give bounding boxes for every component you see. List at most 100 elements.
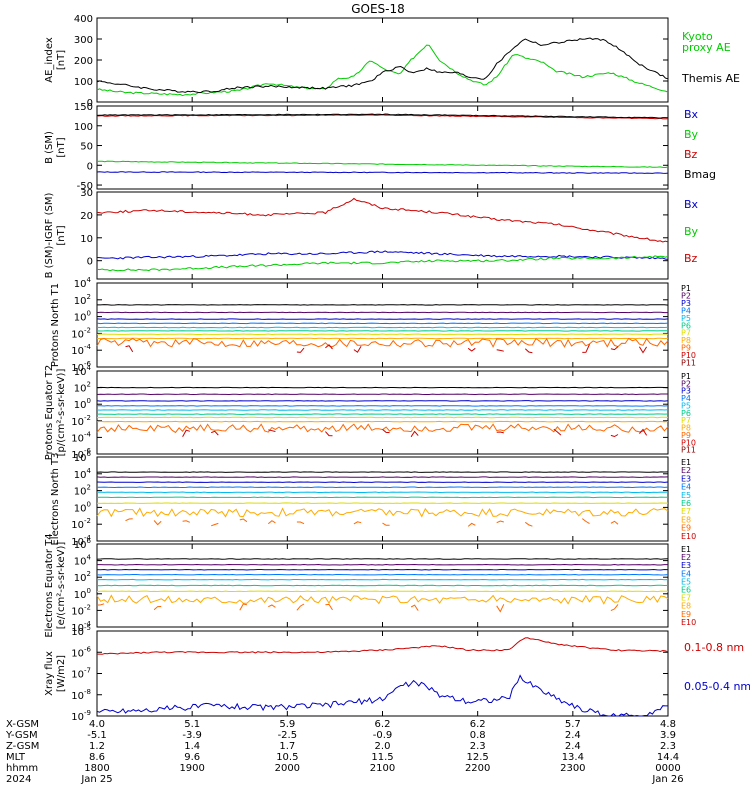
channel-e9-segment — [525, 521, 533, 527]
channel-e9-segment — [325, 603, 333, 611]
channel-p10-segment — [639, 428, 648, 436]
y-tick-label: 200 — [74, 56, 93, 67]
channel-p10-segment — [582, 344, 590, 353]
legend-e8: E8 — [681, 515, 691, 524]
ephem-cell: 2.4 — [565, 730, 581, 741]
legend-e4: E4 — [681, 483, 691, 492]
ephem-row-label: 2024 — [6, 774, 31, 785]
y-tick-label: 106 — [74, 450, 92, 464]
channel-e9-segment — [239, 518, 248, 523]
series-bz — [96, 197, 669, 243]
ephem-cell: Jan 26 — [651, 774, 683, 785]
y-tick-label: -50 — [77, 181, 93, 192]
y-tick-label: 10-4 — [71, 534, 91, 548]
ephem-cell: 1800 — [84, 763, 109, 774]
ephem-cell: 4.8 — [660, 719, 676, 730]
panel-p2: 104 102 100 10-2 10-4 10-6 Protons Equator T2[… — [44, 364, 696, 461]
y-tick-label: 10-4 — [71, 343, 91, 357]
legend-p8: P8 — [681, 424, 691, 433]
legend-by: By — [684, 225, 699, 238]
panel-frame — [96, 630, 669, 717]
ephem-cell: 14.4 — [657, 752, 679, 763]
y-axis-unit: [e/(cm²-s-sr-keV)] — [56, 542, 67, 630]
ephem-cell: 1.2 — [89, 741, 105, 752]
legend-p8: P8 — [681, 336, 691, 345]
y-tick-label: 300 — [74, 35, 93, 46]
panel-e1: 106 104 102 100 10-2 10-4 Electrons North T3 E1… — [50, 450, 696, 548]
legend-e4: E4 — [681, 569, 691, 578]
channel-p10-segment — [496, 349, 504, 352]
y-tick-label: 50 — [80, 142, 93, 153]
y-tick-label: 10-2 — [71, 603, 91, 617]
y-tick-label: 10-4 — [71, 430, 91, 444]
channel-p10-segment — [211, 430, 219, 436]
legend-p11: P11 — [681, 446, 696, 455]
channel-e8 — [96, 594, 669, 605]
ephem-cell: 10.5 — [276, 752, 298, 763]
y-tick-label: 0 — [87, 161, 93, 172]
channel-e2 — [97, 563, 668, 566]
y-tick-label: 104 — [74, 276, 92, 290]
legend-kyoto: Kyoto — [682, 30, 713, 43]
ephem-cell: 2.3 — [470, 741, 486, 752]
ephem-cell: 2100 — [370, 763, 395, 774]
channel-p10-segment — [125, 345, 134, 353]
channel-p10-segment — [610, 346, 619, 351]
legend-e9: E9 — [681, 610, 691, 619]
ephem-cell: 0000 — [655, 763, 680, 774]
y-axis-label: Xray flux — [44, 651, 55, 696]
y-tick-label: 100 — [74, 397, 91, 411]
legend-p4: P4 — [681, 306, 691, 315]
channel-e9-segment — [467, 522, 476, 527]
ephem-cell: 6.2 — [470, 719, 486, 730]
legend-p1: P1 — [681, 372, 691, 381]
legend-p11: P11 — [681, 359, 696, 368]
legend-kyoto-2: proxy AE — [682, 41, 731, 54]
ephem-cell: 1.4 — [184, 741, 200, 752]
panel-frame — [96, 370, 669, 455]
y-tick-label: 20 — [80, 211, 93, 222]
ephem-cell: 4.0 — [89, 719, 105, 730]
series-bmag — [96, 113, 669, 119]
legend-p1: P1 — [681, 284, 691, 293]
ephem-cell: 8.6 — [89, 752, 105, 763]
channel-p4 — [96, 322, 669, 325]
y-tick-label: 10 — [80, 234, 93, 245]
ephem-cell: 2300 — [560, 763, 585, 774]
channel-p9 — [96, 337, 669, 348]
channel-p10-segment — [524, 348, 533, 354]
ephem-row-label: MLT — [6, 752, 26, 763]
y-tick-label: 10-2 — [71, 326, 91, 340]
y-tick-label: 10-2 — [71, 414, 91, 428]
y-tick-label: 102 — [74, 484, 91, 498]
ephem-cell: 5.9 — [279, 719, 295, 730]
channel-p10-segment — [268, 429, 276, 432]
y-tick-label: 10-6 — [71, 645, 91, 659]
channel-e9-segment — [125, 518, 133, 522]
ephem-cell: 2.4 — [565, 741, 581, 752]
channel-e9-segment — [153, 606, 162, 611]
legend-e6: E6 — [681, 499, 691, 508]
channel-p6 — [96, 413, 669, 415]
ephem-cell: 6.2 — [375, 719, 391, 730]
legend-e5: E5 — [681, 491, 691, 500]
y-axis-label: Protons Equator T2 — [44, 365, 55, 461]
y-axis-unit: [nT] — [56, 50, 67, 70]
series-bx — [96, 171, 669, 174]
y-tick-label: 106 — [74, 537, 92, 551]
channel-p4 — [96, 405, 669, 407]
channel-e9-segment — [610, 604, 619, 612]
channel-p7 — [96, 333, 669, 336]
ephem-row-label: X-GSM — [6, 719, 39, 730]
channel-e4 — [96, 486, 669, 489]
ephem-cell: 3.9 — [660, 730, 676, 741]
legend-p5: P5 — [681, 314, 691, 323]
legend-p10: P10 — [681, 438, 696, 447]
ephemeris-table: X-GSMY-GSMZ-GSMMLThhmm20244.0-5.11.28.61… — [5, 719, 684, 785]
channel-p8 — [96, 337, 669, 340]
y-tick-label: 100 — [74, 122, 93, 133]
panel-frame — [96, 191, 669, 280]
legend-e3: E3 — [681, 561, 691, 570]
panel-bsm: 150 100 50 0 -50 B (SM) [nT] Bx By Bz Bmag — [44, 102, 716, 192]
channel-p10-segment — [410, 430, 419, 438]
